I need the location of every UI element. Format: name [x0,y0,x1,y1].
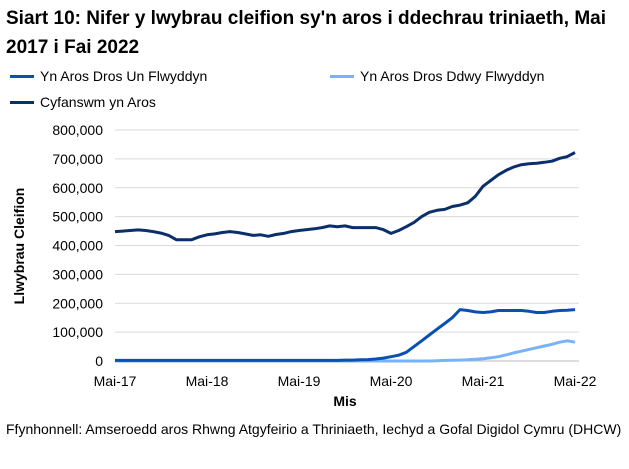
legend-label: Yn Aros Dros Ddwy Flwyddyn [360,68,545,84]
x-tick-label: Mai-20 [370,373,413,389]
x-tick-label: Mai-19 [278,373,321,389]
legend-item-over-two-years: Yn Aros Dros Ddwy Flwyddyn [330,68,544,84]
series-line-2 [114,151,576,242]
x-axis-label: Mis [333,393,357,409]
series-line-1 [115,339,576,363]
y-axis-label: Llwybrau Cleifion [11,188,27,305]
y-tick-label: 800,000 [52,122,103,138]
y-tick-label: 200,000 [52,295,103,311]
legend-swatch [10,100,34,104]
x-tick-label: Mai-18 [186,373,229,389]
chart-title: Siart 10: Nifer y lwybrau cleifion sy'n … [6,8,607,58]
y-tick-label: 600,000 [52,180,103,196]
x-tick-label: Mai-17 [94,373,137,389]
source-note: Ffynhonnell: Amseroedd aros Rhwng Atgyfe… [6,421,622,437]
legend-swatch [330,74,354,78]
x-tick-label: Mai-22 [554,373,597,389]
y-tick-label: 100,000 [52,324,103,340]
y-tick-label: 400,000 [52,238,103,254]
series-line-0 [115,308,576,362]
legend-item-over-one-year: Yn Aros Dros Un Flwyddyn [10,68,207,84]
x-tick-label: Mai-21 [462,373,505,389]
legend-label: Cyfanswm yn Aros [40,94,156,110]
y-tick-label: 300,000 [52,266,103,282]
legend-swatch [10,74,34,78]
y-tick-label: 0 [95,353,103,369]
legend-label: Yn Aros Dros Un Flwyddyn [40,68,208,84]
y-tick-label: 700,000 [52,151,103,167]
legend-item-total: Cyfanswm yn Aros [10,94,156,110]
y-tick-label: 500,000 [52,209,103,225]
